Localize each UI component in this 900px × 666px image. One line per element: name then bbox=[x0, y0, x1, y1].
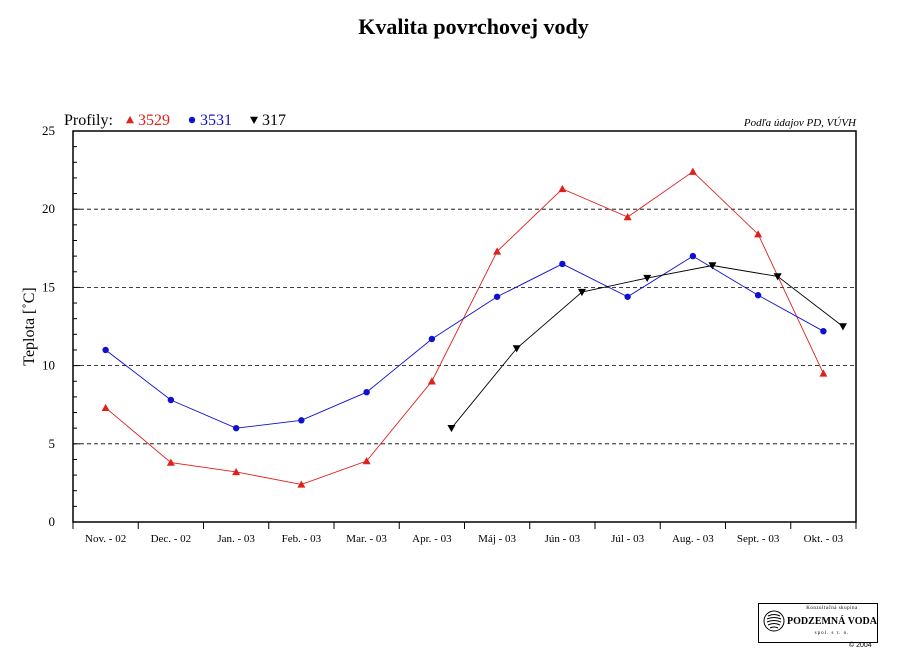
data-point bbox=[101, 403, 110, 412]
x-tick-label: Sept. - 03 bbox=[737, 533, 780, 545]
y-axis-title: Teplota [˚C] bbox=[21, 287, 38, 365]
data-point bbox=[447, 424, 456, 433]
logo-name: PODZEMNÁ VODA bbox=[787, 616, 877, 627]
x-tick-label: Mar. - 03 bbox=[346, 533, 387, 545]
data-point bbox=[298, 417, 305, 424]
legend-entry: 317 bbox=[262, 112, 286, 129]
x-tick-label: Júl - 03 bbox=[611, 533, 645, 545]
company-logo: Konzultačná skupina PODZEMNÁ VODA spol. … bbox=[758, 603, 878, 643]
logo-small-text: Konzultačná skupina bbox=[806, 606, 858, 611]
data-point bbox=[232, 424, 240, 432]
data-point bbox=[427, 377, 436, 385]
data-point bbox=[688, 167, 697, 175]
x-tick-label: Dec. - 02 bbox=[151, 533, 192, 545]
y-tick-label: 20 bbox=[42, 201, 55, 216]
data-point bbox=[493, 293, 501, 300]
data-point bbox=[232, 467, 241, 476]
data-point bbox=[754, 230, 763, 238]
data-point bbox=[493, 247, 502, 255]
data-point bbox=[623, 213, 632, 221]
axes bbox=[72, 130, 857, 529]
tick-labels: 0 5 10 15 20 25 Nov. - 02 Dec. - 02 Jan. - 03 Feb… bbox=[21, 117, 857, 545]
x-tick-label: Máj - 03 bbox=[478, 533, 516, 545]
x-tick-label: Apr. - 03 bbox=[412, 533, 452, 545]
x-tick-label: Jún - 03 bbox=[545, 533, 581, 545]
data-point bbox=[166, 458, 175, 466]
chart-title: Kvalita povrchovej vody bbox=[358, 14, 589, 39]
x-tick-label: Feb. - 03 bbox=[282, 533, 322, 545]
x-tick-label: Nov. - 02 bbox=[85, 533, 126, 545]
data-point bbox=[577, 288, 586, 297]
data-point bbox=[428, 335, 436, 343]
legend-marker bbox=[126, 116, 134, 124]
data-point bbox=[820, 327, 827, 335]
series-line-3529 bbox=[105, 171, 824, 485]
data-point bbox=[754, 292, 762, 299]
data-point bbox=[167, 396, 175, 404]
data-point bbox=[708, 262, 717, 270]
data-point bbox=[643, 274, 652, 283]
logo-emblem-icon bbox=[763, 610, 785, 632]
copyright-note: © 2004 bbox=[849, 642, 872, 649]
grid-layer bbox=[73, 208, 856, 445]
data-point bbox=[838, 323, 847, 331]
y-tick-label: 25 bbox=[42, 123, 55, 138]
source-note: Podľa údajov PD, VÚVH bbox=[743, 117, 857, 129]
y-tick-label: 5 bbox=[49, 436, 56, 451]
x-tick-label: Aug. - 03 bbox=[672, 533, 714, 545]
series-lines bbox=[105, 171, 844, 485]
series-markers bbox=[101, 167, 847, 488]
data-point bbox=[559, 260, 566, 268]
plot-frame bbox=[72, 130, 857, 523]
x-tick-label: Jan. - 03 bbox=[217, 533, 255, 545]
legend-prefix: Profily: bbox=[64, 112, 113, 129]
data-point bbox=[297, 480, 306, 488]
logo-sub-text: spol. s r. o. bbox=[814, 631, 850, 636]
data-point bbox=[362, 457, 371, 465]
legend-marker bbox=[188, 116, 196, 124]
series-line-3531 bbox=[105, 255, 824, 429]
data-point bbox=[102, 346, 109, 354]
legend: Profily: 3529 3531 317 bbox=[64, 112, 286, 129]
data-point bbox=[363, 388, 370, 396]
y-tick-label: 15 bbox=[42, 279, 55, 294]
data-point bbox=[689, 252, 697, 260]
y-tick-label: 0 bbox=[49, 514, 56, 529]
x-tick-label: Okt. - 03 bbox=[804, 533, 844, 545]
legend-entry: 3529 bbox=[138, 112, 170, 129]
legend-marker bbox=[250, 116, 258, 124]
data-point bbox=[624, 293, 631, 300]
data-point bbox=[558, 184, 567, 193]
data-point bbox=[819, 369, 828, 377]
data-point bbox=[773, 273, 782, 281]
y-tick-label: 10 bbox=[42, 358, 55, 373]
legend-entry: 3531 bbox=[200, 112, 232, 129]
data-point bbox=[512, 345, 521, 353]
